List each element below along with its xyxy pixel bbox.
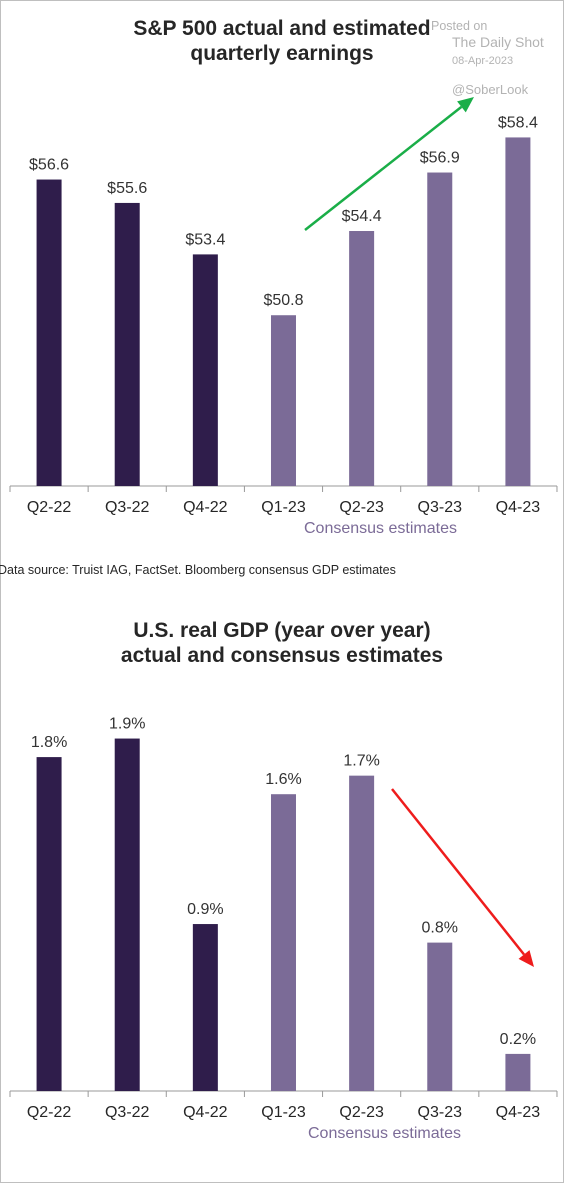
gdp-category-label: Q1-23 — [261, 1104, 306, 1121]
chart1-title: S&P 500 actual and estimated quarterly e… — [0, 16, 564, 66]
gdp-bar-q2-22 — [36, 757, 62, 1091]
earnings-trend-arrow-head — [457, 97, 474, 113]
earnings-category-label: Q2-22 — [27, 499, 72, 516]
watermark-posted: Posted on — [431, 19, 488, 33]
gdp-category-label: Q3-23 — [418, 1104, 463, 1121]
gdp-category-label: Q4-22 — [183, 1104, 228, 1121]
gdp-consensus-label: Consensus estimates — [308, 1125, 461, 1142]
gdp-category-label: Q3-22 — [105, 1104, 150, 1121]
earnings-bar-q3-23 — [427, 172, 453, 486]
earnings-value-label: $58.4 — [498, 114, 538, 131]
earnings-bar-q3-22 — [114, 202, 140, 486]
earnings-bar-q4-23 — [505, 137, 531, 486]
gdp-value-label: 1.6% — [265, 771, 301, 788]
gdp-bar-q4-23 — [505, 1053, 531, 1091]
earnings-bar-q1-23 — [270, 315, 296, 486]
gdp-category-label: Q2-22 — [27, 1104, 72, 1121]
gdp-value-label: 0.8% — [422, 920, 458, 937]
earnings-bar-chart: $56.6 Q2-22 $55.6 Q3-22 $53.4 Q4-22 $50.8 Q1-23… — [9, 97, 558, 537]
gdp-trend-arrow-shaft — [391, 788, 525, 956]
earnings-value-label: $53.4 — [185, 231, 225, 248]
gdp-value-label: 0.9% — [187, 901, 223, 918]
gdp-trend-arrow-head — [518, 950, 534, 967]
source-note: Data source: Truist IAG, FactSet. Bloomb… — [0, 563, 396, 577]
earnings-bar-q4-22 — [192, 254, 218, 486]
gdp-category-label: Q2-23 — [339, 1104, 384, 1121]
earnings-consensus-label: Consensus estimates — [304, 520, 457, 537]
chart2-title-line2: actual and consensus estimates — [120, 644, 444, 667]
earnings-bar-q2-23 — [349, 231, 375, 486]
earnings-category-label: Q1-23 — [261, 499, 306, 516]
chart1-title-line2: quarterly earnings — [190, 42, 374, 65]
gdp-bar-q4-22 — [192, 924, 218, 1091]
earnings-category-label: Q4-22 — [183, 499, 228, 516]
chart2-title-line1: U.S. real GDP (year over year) — [133, 619, 431, 642]
earnings-category-label: Q4-23 — [496, 499, 541, 516]
earnings-category-label: Q3-23 — [418, 499, 463, 516]
gdp-bar-q3-23 — [427, 942, 453, 1091]
gdp-bar-q2-23 — [349, 775, 375, 1091]
earnings-value-label: $50.8 — [263, 292, 303, 309]
earnings-value-label: $54.4 — [342, 208, 382, 225]
earnings-value-label: $55.6 — [107, 180, 147, 197]
gdp-value-label: 1.7% — [343, 753, 379, 770]
earnings-bar-q2-22 — [36, 179, 62, 486]
earnings-value-label: $56.9 — [420, 150, 460, 167]
earnings-trend-arrow-shaft — [304, 105, 463, 231]
earnings-category-label: Q2-23 — [339, 499, 384, 516]
earnings-category-label: Q3-22 — [105, 499, 150, 516]
gdp-bar-q1-23 — [270, 794, 296, 1091]
gdp-bar-q3-22 — [114, 738, 140, 1091]
gdp-value-label: 1.9% — [109, 716, 145, 733]
earnings-value-label: $56.6 — [29, 157, 69, 174]
watermark-date: 08-Apr-2023 — [452, 55, 514, 67]
watermark-handle: @SoberLook — [452, 82, 529, 97]
chart2-title: U.S. real GDP (year over year) actual an… — [0, 618, 564, 668]
watermark-source: The Daily Shot — [452, 34, 544, 50]
gdp-value-label: 0.2% — [500, 1031, 536, 1048]
gdp-category-label: Q4-23 — [496, 1104, 541, 1121]
chart1-title-line1: S&P 500 actual and estimated — [133, 17, 431, 40]
gdp-value-label: 1.8% — [31, 734, 67, 751]
